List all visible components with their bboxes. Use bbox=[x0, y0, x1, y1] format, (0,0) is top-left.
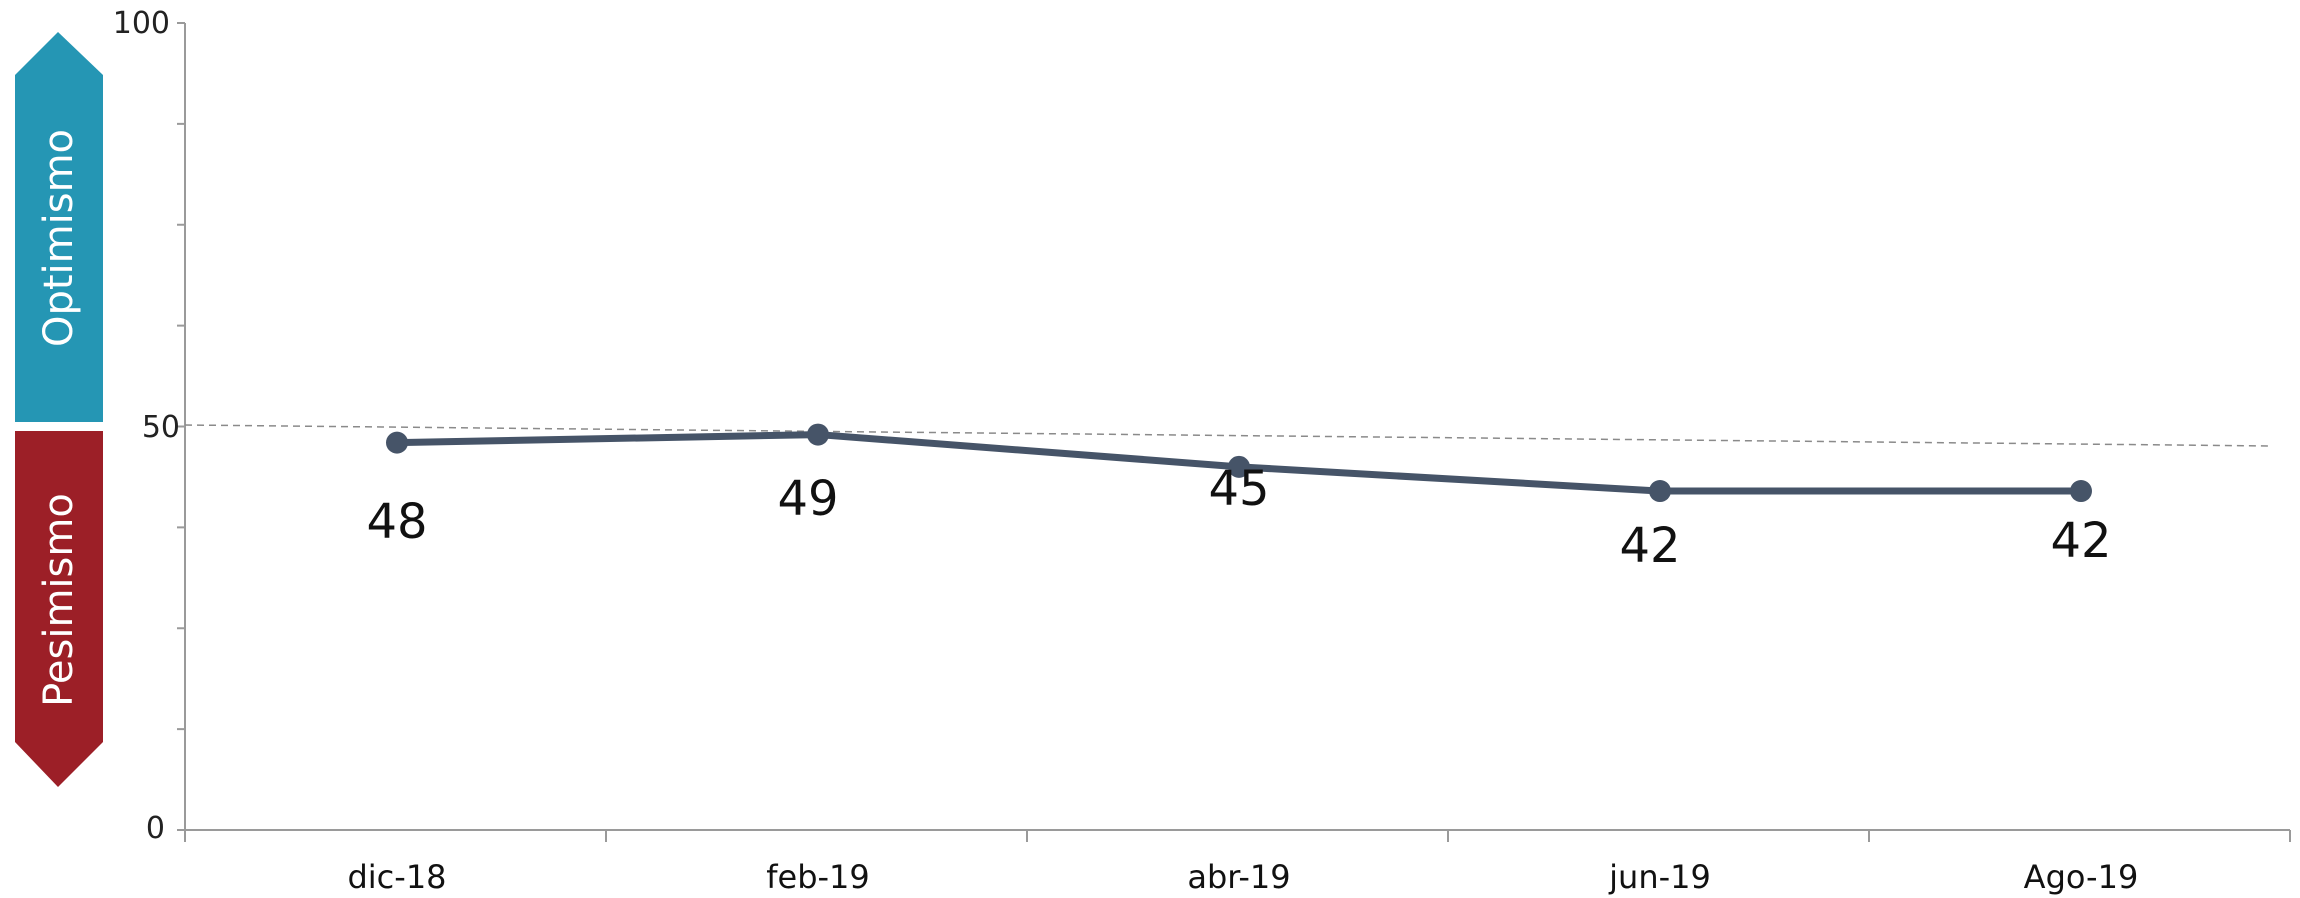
pessimism-band bbox=[15, 431, 103, 787]
y-tick-label-100: 100 bbox=[113, 6, 170, 41]
x-tick-label: abr-19 bbox=[1187, 858, 1290, 896]
data-label: 45 bbox=[1208, 461, 1269, 517]
data-point bbox=[386, 431, 408, 454]
pessimism-label: Pesimismo bbox=[36, 493, 82, 707]
x-tick-label: Ago-19 bbox=[2024, 858, 2139, 896]
data-point bbox=[1228, 455, 1250, 478]
series-markers bbox=[386, 423, 2092, 503]
y-tick-label-0: 0 bbox=[146, 811, 165, 846]
y-tick-label-50: 50 bbox=[142, 410, 180, 445]
data-label: 49 bbox=[777, 471, 838, 527]
x-tick-label: dic-18 bbox=[347, 858, 446, 896]
data-label: 42 bbox=[1619, 518, 1680, 574]
x-ticks bbox=[184, 830, 2291, 842]
y-minor-ticks bbox=[177, 22, 185, 831]
x-tick-label: feb-19 bbox=[766, 858, 870, 896]
data-label: 42 bbox=[2050, 513, 2111, 569]
x-tick-label: jun-19 bbox=[1608, 858, 1711, 896]
data-point bbox=[807, 423, 829, 446]
optimism-band bbox=[15, 32, 103, 422]
data-label: 48 bbox=[366, 494, 427, 550]
optimism-label: Optimismo bbox=[36, 129, 82, 347]
data-point bbox=[2070, 480, 2092, 503]
data-point bbox=[1649, 480, 1671, 503]
